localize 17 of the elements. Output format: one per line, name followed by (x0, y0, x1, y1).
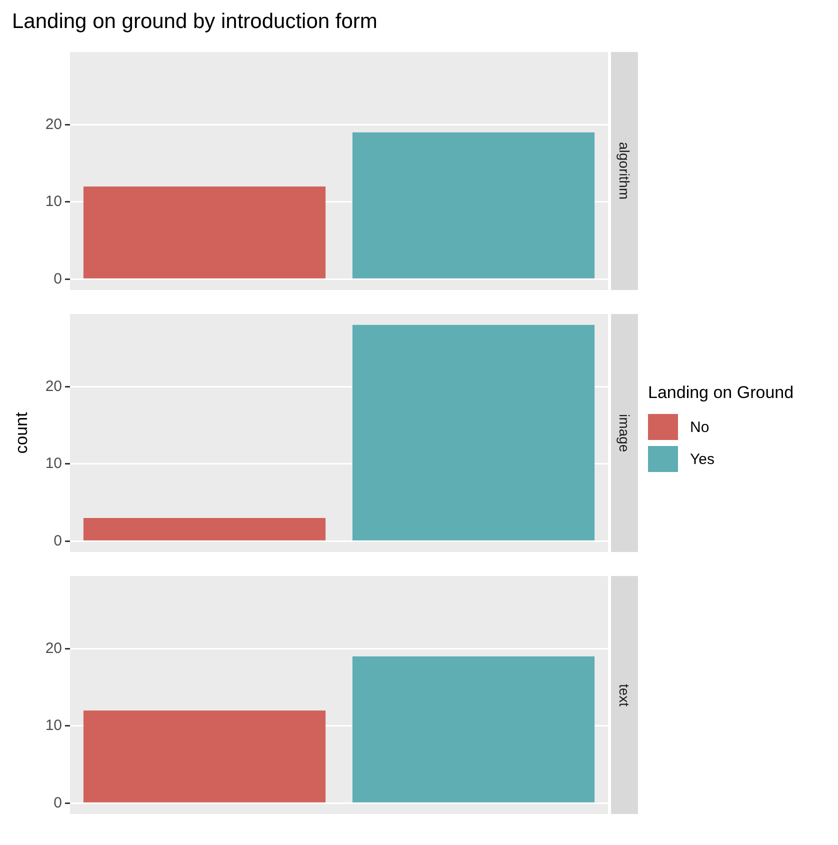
y-tick-label: 20 (45, 640, 62, 657)
y-axis-title: count (12, 412, 31, 454)
y-tick-label: 10 (45, 193, 62, 210)
y2-axis-title: algorithm (616, 142, 632, 200)
legend-title: Landing on Ground (648, 383, 794, 403)
y-tick-label: 0 (54, 270, 62, 288)
y2-axis-title: text (616, 684, 632, 706)
y-tick-label: 20 (45, 116, 62, 133)
y-tick-label: 20 (45, 378, 62, 395)
legend-label: Yes (690, 450, 714, 468)
y-tick-label: 10 (45, 455, 62, 472)
y2-axis-title: image (616, 414, 632, 452)
y-tick-label: 0 (54, 532, 62, 550)
chart-title: Landing on ground by introduction form (11, 9, 378, 35)
y-tick-label: 0 (54, 794, 62, 812)
y-tick-label: 10 (45, 717, 62, 734)
legend-label: No (690, 418, 710, 436)
